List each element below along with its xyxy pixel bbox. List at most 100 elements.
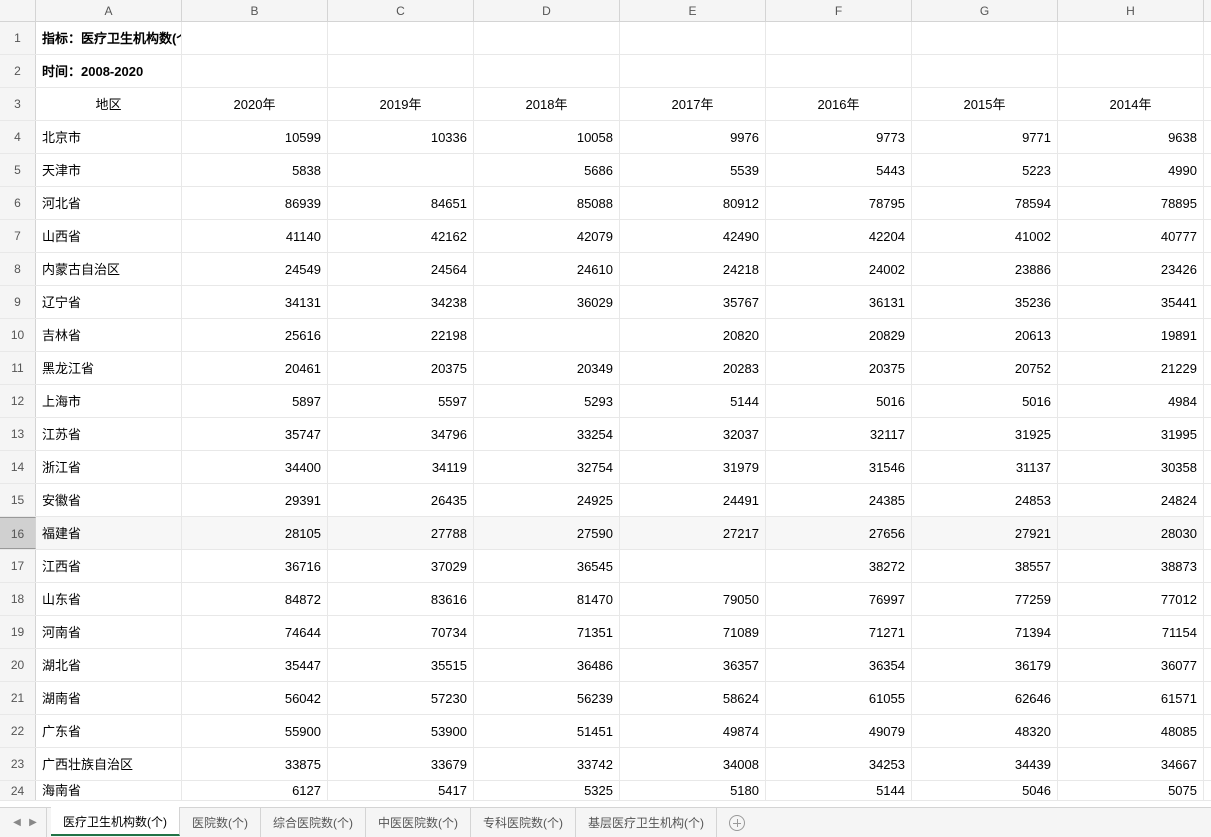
cell[interactable]: [766, 22, 912, 54]
cell[interactable]: [620, 55, 766, 87]
region-cell[interactable]: 浙江省: [36, 451, 182, 483]
region-cell[interactable]: 江西省: [36, 550, 182, 582]
region-cell[interactable]: 广西壮族自治区: [36, 748, 182, 780]
data-cell[interactable]: 35447: [182, 649, 328, 681]
data-cell[interactable]: 71271: [766, 616, 912, 648]
data-cell[interactable]: 10599: [182, 121, 328, 153]
data-cell[interactable]: 5144: [620, 385, 766, 417]
data-cell[interactable]: 5223: [912, 154, 1058, 186]
data-cell[interactable]: 33742: [474, 748, 620, 780]
region-cell[interactable]: 湖南省: [36, 682, 182, 714]
data-cell[interactable]: 49874: [620, 715, 766, 747]
data-cell[interactable]: 37029: [328, 550, 474, 582]
data-cell[interactable]: 41140: [182, 220, 328, 252]
data-cell[interactable]: 5597: [328, 385, 474, 417]
data-cell[interactable]: 5838: [182, 154, 328, 186]
data-cell[interactable]: 38557: [912, 550, 1058, 582]
data-cell[interactable]: 56239: [474, 682, 620, 714]
year-header[interactable]: 2014年: [1058, 88, 1204, 120]
row-header-2[interactable]: 2: [0, 55, 36, 87]
year-header[interactable]: 2016年: [766, 88, 912, 120]
data-cell[interactable]: 31995: [1058, 418, 1204, 450]
data-cell[interactable]: 74644: [182, 616, 328, 648]
column-header-F[interactable]: F: [766, 0, 912, 21]
data-cell[interactable]: 36354: [766, 649, 912, 681]
data-cell[interactable]: 28030: [1058, 517, 1204, 549]
data-cell[interactable]: 56042: [182, 682, 328, 714]
region-cell[interactable]: 山东省: [36, 583, 182, 615]
data-cell[interactable]: 35747: [182, 418, 328, 450]
cell[interactable]: [1058, 55, 1204, 87]
data-cell[interactable]: 42204: [766, 220, 912, 252]
data-cell[interactable]: 48085: [1058, 715, 1204, 747]
data-cell[interactable]: 35441: [1058, 286, 1204, 318]
data-cell[interactable]: 33679: [328, 748, 474, 780]
region-cell[interactable]: 天津市: [36, 154, 182, 186]
data-cell[interactable]: 24491: [620, 484, 766, 516]
data-cell[interactable]: 6127: [182, 781, 328, 800]
time-cell[interactable]: 时间：2008-2020: [36, 55, 182, 87]
cell[interactable]: [1058, 22, 1204, 54]
data-cell[interactable]: 36179: [912, 649, 1058, 681]
data-cell[interactable]: 34008: [620, 748, 766, 780]
data-cell[interactable]: 38873: [1058, 550, 1204, 582]
data-cell[interactable]: 21229: [1058, 352, 1204, 384]
data-cell[interactable]: 35515: [328, 649, 474, 681]
cell[interactable]: [328, 55, 474, 87]
data-cell[interactable]: 58624: [620, 682, 766, 714]
sheet-tab[interactable]: 中医医院数(个): [366, 808, 471, 837]
data-cell[interactable]: 31546: [766, 451, 912, 483]
data-cell[interactable]: [474, 319, 620, 351]
column-header-C[interactable]: C: [328, 0, 474, 21]
year-header[interactable]: 2015年: [912, 88, 1058, 120]
sheet-tab[interactable]: 专科医院数(个): [471, 808, 576, 837]
data-cell[interactable]: 34667: [1058, 748, 1204, 780]
corner-cell[interactable]: [0, 0, 36, 21]
data-cell[interactable]: 36029: [474, 286, 620, 318]
data-cell[interactable]: 32037: [620, 418, 766, 450]
cell[interactable]: [182, 22, 328, 54]
data-cell[interactable]: 24925: [474, 484, 620, 516]
data-cell[interactable]: 55900: [182, 715, 328, 747]
row-header-3[interactable]: 3: [0, 88, 36, 120]
region-cell[interactable]: 吉林省: [36, 319, 182, 351]
data-cell[interactable]: 24564: [328, 253, 474, 285]
year-header[interactable]: 2019年: [328, 88, 474, 120]
cell[interactable]: [912, 55, 1058, 87]
data-cell[interactable]: 61571: [1058, 682, 1204, 714]
row-header-12[interactable]: 12: [0, 385, 36, 417]
column-header-E[interactable]: E: [620, 0, 766, 21]
data-cell[interactable]: 61055: [766, 682, 912, 714]
sheet-tab[interactable]: 基层医疗卫生机构(个): [576, 808, 717, 837]
year-header[interactable]: 2020年: [182, 88, 328, 120]
data-cell[interactable]: 5417: [328, 781, 474, 800]
data-cell[interactable]: 26435: [328, 484, 474, 516]
data-cell[interactable]: 79050: [620, 583, 766, 615]
data-cell[interactable]: 32754: [474, 451, 620, 483]
row-header-8[interactable]: 8: [0, 253, 36, 285]
year-header[interactable]: 2017年: [620, 88, 766, 120]
data-cell[interactable]: 70734: [328, 616, 474, 648]
data-cell[interactable]: 5144: [766, 781, 912, 800]
cell[interactable]: [182, 55, 328, 87]
row-header-17[interactable]: 17: [0, 550, 36, 582]
sheet-nav-next-icon[interactable]: ▶: [26, 816, 40, 830]
data-cell[interactable]: 36486: [474, 649, 620, 681]
data-cell[interactable]: 48320: [912, 715, 1058, 747]
data-cell[interactable]: 34253: [766, 748, 912, 780]
data-cell[interactable]: 84872: [182, 583, 328, 615]
data-cell[interactable]: 86939: [182, 187, 328, 219]
row-header-16[interactable]: 16: [0, 517, 36, 549]
row-header-13[interactable]: 13: [0, 418, 36, 450]
data-cell[interactable]: 57230: [328, 682, 474, 714]
data-cell[interactable]: 36716: [182, 550, 328, 582]
data-cell[interactable]: 20829: [766, 319, 912, 351]
data-cell[interactable]: 77012: [1058, 583, 1204, 615]
data-cell[interactable]: 27788: [328, 517, 474, 549]
data-cell[interactable]: 77259: [912, 583, 1058, 615]
column-header-H[interactable]: H: [1058, 0, 1204, 21]
data-cell[interactable]: 19891: [1058, 319, 1204, 351]
data-cell[interactable]: 9773: [766, 121, 912, 153]
data-cell[interactable]: 5325: [474, 781, 620, 800]
data-cell[interactable]: 27217: [620, 517, 766, 549]
